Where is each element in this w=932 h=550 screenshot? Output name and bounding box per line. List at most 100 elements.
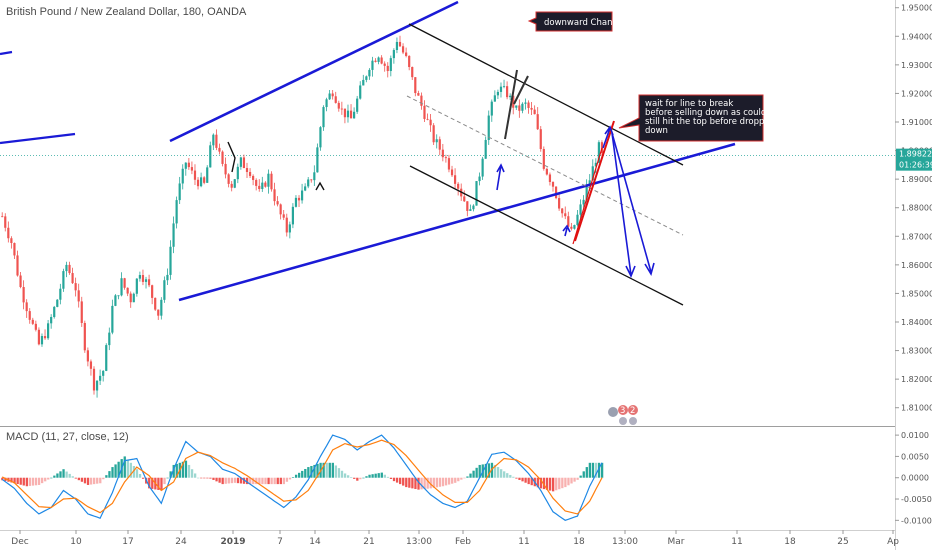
blue-trend-line-left-top[interactable]: [0, 50, 13, 56]
macd-hist-bar: [132, 466, 136, 478]
candle-body: [200, 177, 203, 187]
flag-icon[interactable]: [608, 407, 618, 417]
macd-hist-bar: [570, 477, 573, 484]
candle-body: [258, 185, 261, 190]
black-curve-mark[interactable]: [227, 141, 236, 173]
channel-lower-line[interactable]: [409, 165, 684, 306]
macd-tick-label: -0.0100: [901, 516, 932, 525]
macd-hist-bar: [50, 477, 53, 479]
macd-hist-bar: [258, 477, 261, 485]
candle-body: [561, 208, 564, 214]
candle-body: [417, 93, 420, 96]
candle-body: [71, 273, 74, 284]
candle-body: [273, 189, 276, 202]
macd-hist-bar: [13, 477, 16, 484]
blue-down-arrow-2[interactable]: [611, 132, 655, 277]
candle-body: [10, 238, 13, 244]
candle-body: [230, 183, 233, 188]
candle-body: [386, 65, 389, 72]
blue-up-arrow-1[interactable]: [496, 163, 505, 191]
blue-up-arrow-3[interactable]: [602, 125, 614, 149]
blue-trend-line-left-mid[interactable]: [0, 132, 76, 145]
candle-body: [487, 115, 490, 140]
channel-upper-line[interactable]: [408, 23, 684, 166]
candle-body: [89, 361, 93, 369]
macd-hist-bar: [93, 477, 96, 485]
macd-hist-bar: [298, 472, 301, 478]
candle-body: [77, 290, 80, 302]
candle-body: [294, 197, 298, 207]
macd-hist-bar: [539, 477, 543, 489]
time-tick-label: 21: [363, 537, 374, 547]
candle-body: [169, 246, 172, 275]
macd-hist-bar: [221, 477, 224, 485]
macd-hist-bar: [135, 469, 139, 478]
macd-hist-bar: [129, 462, 133, 478]
candle-body: [95, 380, 99, 391]
macd-hist-bar: [22, 477, 25, 486]
macd-hist-bar: [175, 463, 178, 478]
blue-lower-trend-line[interactable]: [178, 142, 736, 302]
time-tick-label: 14: [309, 537, 321, 547]
candle-body: [346, 110, 350, 118]
price-tick-label: 1.83000: [901, 347, 932, 356]
black-stroke-a[interactable]: [504, 69, 518, 140]
macd-hist-bar: [166, 477, 169, 479]
macd-hist-bar: [62, 469, 65, 478]
candle-body: [353, 111, 356, 119]
candle-body: [576, 214, 579, 226]
price-tick-label: 1.87000: [901, 232, 932, 241]
macd-hist-bar: [411, 477, 414, 489]
candle-body: [316, 147, 319, 173]
macd-hist-bar: [307, 467, 310, 478]
macd-hist-bar: [395, 477, 399, 483]
candle-body: [187, 162, 190, 168]
macd-hist-bar: [353, 477, 356, 479]
macd-histogram: [1, 456, 604, 492]
candle-body: [62, 271, 65, 289]
candle-body: [50, 317, 53, 324]
candle-body: [362, 79, 365, 86]
red-projection-line-2[interactable]: [572, 147, 603, 245]
flag-icon-3[interactable]: [629, 417, 637, 425]
macd-hist-bar: [490, 462, 494, 478]
event-badges[interactable]: 3 2: [608, 405, 638, 425]
event-badge-a[interactable]: [618, 405, 628, 415]
macd-hist-bar: [585, 467, 588, 478]
candle-body: [102, 370, 105, 376]
macd-hist-bar: [346, 475, 350, 478]
blue-down-arrow-1[interactable]: [611, 132, 636, 278]
macd-hist-bar: [16, 477, 19, 485]
candle-body: [80, 301, 83, 323]
drawing-layer[interactable]: [0, 0, 736, 306]
candle-body: [163, 280, 166, 300]
candle-body: [126, 287, 129, 294]
macd-hist-bar: [356, 477, 359, 481]
macd-hist-bar: [236, 477, 240, 484]
macd-hist-bar: [591, 462, 595, 478]
macd-hist-bar: [454, 477, 457, 483]
black-stroke-b[interactable]: [513, 75, 529, 105]
channel-midline[interactable]: [406, 95, 684, 236]
red-projection-line[interactable]: [574, 120, 615, 242]
candle-body: [28, 311, 31, 320]
flag-icon-2[interactable]: [619, 417, 627, 425]
macd-hist-bar: [169, 471, 172, 478]
title-callout[interactable]: downward Chanel: [527, 11, 620, 32]
candle-body: [588, 180, 591, 186]
price-tick-label: 1.95000: [901, 4, 932, 13]
note-callout[interactable]: wait for line to break before selling do…: [618, 94, 778, 142]
macd-label: MACD (11, 27, close, 12): [6, 431, 129, 443]
candle-body: [138, 275, 141, 279]
macd-hist-bar: [102, 477, 105, 480]
event-badge-b[interactable]: [628, 405, 638, 415]
macd-hist-bar: [432, 477, 435, 488]
candle-body: [22, 287, 25, 303]
black-up-arrow-mark[interactable]: [315, 181, 325, 191]
blue-up-arrow-2[interactable]: [562, 224, 571, 237]
macd-hist-bar: [402, 477, 405, 486]
time-tick-label: 18: [573, 537, 585, 547]
macd-hist-bar: [10, 477, 13, 483]
macd-hist-bar: [71, 476, 74, 478]
